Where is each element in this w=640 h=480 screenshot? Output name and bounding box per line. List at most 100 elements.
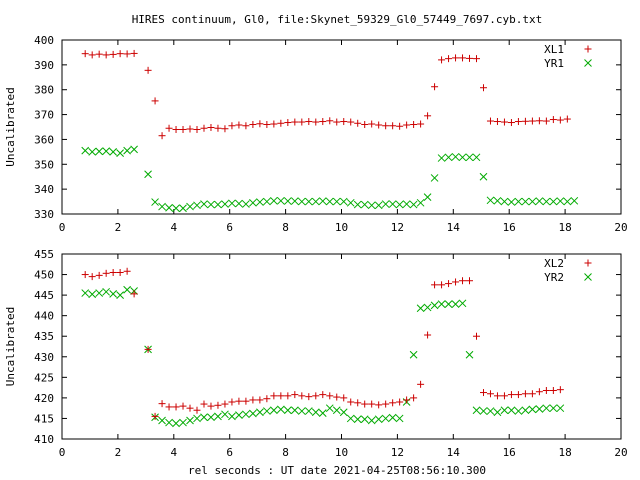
data-point-xl2 [542,386,550,394]
data-point-yr2 [116,291,124,299]
data-point-yr2 [325,404,334,413]
data-point-yr1 [486,196,495,205]
y-tick-label: 430 [34,351,54,364]
data-point-yr2 [423,303,432,312]
y-tick-label: 440 [34,310,54,323]
y-axis-label: Uncalibrated [4,307,17,386]
data-point-xl2 [486,390,494,398]
data-point-xl1 [417,120,425,128]
data-point-xl1 [361,121,369,129]
data-point-yr1 [256,198,264,206]
data-point-yr1 [444,153,453,162]
x-tick-label: 8 [282,446,289,459]
data-point-xl2 [200,400,208,408]
data-point-xl2 [493,392,501,400]
data-point-xl1 [354,119,362,127]
data-point-yr1 [95,147,104,156]
data-point-xl1 [542,117,550,125]
y-axis-label: Uncalibrated [4,87,17,166]
data-point-yr1 [521,197,530,206]
data-point-xl1 [445,55,453,63]
chart-title: HIRES continuum, Gl0, file:Skynet_59329_… [132,13,543,26]
data-point-xl1 [312,118,320,126]
legend-marker [584,45,592,53]
data-point-yr2 [186,416,194,425]
x-tick-label: 4 [170,221,177,234]
data-point-xl2 [452,278,460,286]
data-point-yr2 [444,300,453,309]
data-point-yr2 [549,404,558,413]
x-tick-label: 10 [335,221,348,234]
data-point-yr1 [395,200,404,209]
data-point-yr1 [158,202,166,211]
data-point-xl1 [305,118,313,126]
data-point-yr1 [493,196,502,205]
data-point-yr2 [346,414,355,423]
data-point-yr1 [179,204,187,213]
legend-label: YR1 [544,57,564,70]
y-tick-label: 435 [34,330,54,343]
x-tick-label: 14 [447,221,461,234]
data-point-yr2 [374,415,383,424]
data-point-yr2 [242,410,250,419]
data-point-xl1 [193,125,201,133]
x-tick-label: 6 [226,221,233,234]
y-tick-label: 380 [34,84,54,97]
data-point-yr2 [88,290,97,299]
data-point-xl2 [347,398,355,406]
data-point-xl2 [556,386,564,394]
data-point-yr1 [283,197,292,205]
data-point-yr1 [353,200,362,209]
data-point-yr2 [388,413,397,422]
data-point-xl1 [207,123,215,131]
data-point-xl2 [228,398,236,406]
data-point-xl1 [410,121,418,129]
data-point-yr2 [332,406,341,415]
data-point-xl1 [235,121,243,129]
data-point-xl2 [312,392,320,400]
data-point-xl2 [95,271,103,279]
data-point-xl1 [375,121,383,129]
data-point-yr2 [500,406,509,415]
data-point-xl1 [151,97,159,105]
data-point-yr1 [123,146,131,155]
y-tick-label: 340 [34,183,54,196]
data-point-xl2 [242,397,250,405]
data-point-yr1 [549,197,558,206]
x-tick-label: 12 [391,446,404,459]
data-point-yr1 [556,197,565,205]
data-point-xl2 [207,402,215,410]
data-point-xl2 [382,400,390,408]
data-point-xl1 [284,119,292,127]
data-point-yr2 [493,408,502,417]
x-tick-label: 12 [391,221,404,234]
data-point-yr1 [200,200,208,208]
data-point-yr1 [172,204,180,213]
data-point-yr1 [507,198,516,206]
data-point-yr2 [514,407,523,415]
data-point-xl2 [249,396,257,404]
x-tick-label: 8 [282,221,289,234]
legend-label: XL2 [544,257,564,270]
data-point-yr2 [339,408,348,417]
data-point-xl2 [368,400,376,408]
data-point-yr2 [416,304,425,313]
data-point-yr2 [158,416,166,425]
y-tick-label: 350 [34,158,54,171]
data-point-xl2 [403,396,411,404]
data-point-xl2 [305,393,313,401]
x-tick-label: 2 [115,221,122,234]
data-point-xl1 [431,83,439,91]
data-point-xl2 [521,390,529,398]
data-point-xl2 [389,399,397,407]
data-point-xl1 [452,54,460,62]
data-point-xl1 [214,124,222,132]
data-point-xl1 [319,118,327,126]
data-point-xl1 [389,122,397,130]
data-point-xl2 [130,290,138,298]
data-point-yr1 [88,148,97,156]
data-point-yr1 [500,197,509,206]
data-point-yr2 [430,301,439,310]
data-point-yr2 [528,405,537,414]
data-point-yr1 [151,198,159,206]
